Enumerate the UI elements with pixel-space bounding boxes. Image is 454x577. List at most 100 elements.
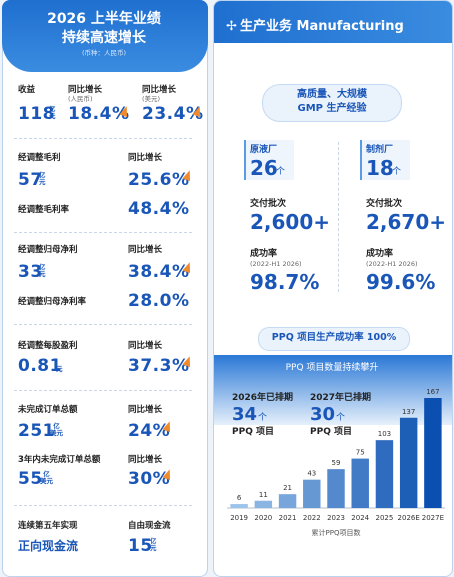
unit: 亿元 — [49, 106, 56, 120]
unit: 亿 — [39, 263, 46, 271]
label: 交付批次 — [366, 199, 403, 209]
x-tick-label: 2027E — [422, 514, 444, 522]
x-tick-label: 2019 — [230, 514, 248, 522]
unit: 亿 — [43, 470, 50, 478]
value: 25.6% — [128, 170, 190, 190]
banner: GMP 生产经验 — [297, 103, 367, 114]
unit: 亿 — [39, 171, 46, 179]
banner-pill — [262, 84, 402, 122]
separator — [14, 390, 192, 391]
callout-label: 2027年已排期 — [310, 393, 372, 403]
label: 未完成订单总额 — [18, 405, 78, 415]
value-label: 6 — [237, 494, 242, 502]
note: (2022-H1 2026) — [366, 260, 418, 268]
callout-unit: 个 — [258, 413, 268, 423]
value: 正向现金流 — [18, 539, 79, 553]
value: 23.4% — [142, 104, 204, 124]
value: 2,600+ — [250, 210, 331, 234]
value: 24% — [128, 421, 171, 441]
ppq-subtitle: PPQ 项目数量持续攀升 — [285, 363, 379, 373]
unit: 元 — [56, 366, 63, 373]
label: 同比增长 — [128, 405, 163, 415]
header: 生产业务 Manufacturing — [240, 19, 404, 34]
unit: 元 — [39, 177, 46, 186]
separator — [14, 138, 192, 139]
label: 自由现金流 — [128, 521, 171, 531]
unit: 美元 — [40, 476, 53, 485]
label: 交付批次 — [250, 199, 287, 209]
value: 30% — [128, 469, 171, 489]
x-axis-label: 累计PPQ项目数 — [312, 528, 361, 537]
value-label: 103 — [378, 430, 391, 438]
value: 18.4% — [68, 104, 130, 124]
bar — [399, 417, 418, 508]
value: 98.7% — [250, 270, 320, 294]
bar — [230, 504, 248, 508]
unit: 亿美元 — [50, 423, 63, 437]
title: 2026 上半年业绩 — [47, 11, 161, 27]
value: 15 — [128, 536, 153, 556]
separator — [14, 232, 192, 233]
value: 251 — [18, 421, 55, 441]
label: 成功率 — [366, 249, 394, 259]
callout-text: PPQ 项目 — [232, 427, 274, 437]
bar — [375, 440, 394, 508]
unit: 元 — [56, 365, 63, 373]
count-unit: 个 — [392, 167, 402, 177]
ppq-banner: PPQ 项目生产成功率 100% — [271, 332, 397, 343]
value: 48.4% — [128, 199, 190, 219]
value: 55 — [18, 469, 43, 489]
right-header — [214, 1, 452, 43]
bar — [254, 500, 273, 508]
unit: 亿 — [53, 422, 60, 430]
separator — [14, 505, 192, 506]
ppq-pill — [258, 327, 410, 351]
label: 同比增长 — [128, 153, 163, 163]
value-label: 137 — [402, 408, 415, 416]
plant: 原液厂 — [250, 145, 278, 155]
x-tick-label: 2023 — [327, 514, 345, 522]
x-tick-label: 2020 — [254, 514, 272, 522]
x-tick-label: 2024 — [351, 514, 369, 522]
label: 经调整每股盈利 — [18, 341, 78, 351]
callout-unit: 个 — [336, 413, 346, 423]
value: 37.3% — [128, 356, 190, 376]
label: 3年内未完成订单总额 — [18, 455, 101, 465]
value: 0.81 — [18, 356, 62, 376]
plant-box — [244, 140, 294, 180]
label: 同比增长 — [128, 245, 163, 255]
label: 同比增长 — [128, 341, 163, 351]
bar — [303, 479, 321, 508]
unit: 亿 — [49, 105, 56, 113]
note: (美元) — [142, 95, 161, 103]
value: 57 — [18, 170, 43, 190]
x-tick-label: 2025 — [376, 514, 394, 522]
unit: 美元 — [50, 428, 63, 437]
plant: 制剂厂 — [366, 145, 394, 155]
label: 连续第五年实现 — [18, 521, 78, 531]
unit: 亿 — [150, 537, 157, 545]
x-tick-label: 2021 — [279, 514, 297, 522]
banner: 高质量、大规模 — [297, 89, 367, 100]
icon: ✢ — [226, 19, 237, 34]
separator — [14, 324, 192, 325]
value-label: 167 — [426, 388, 439, 396]
left-panel — [2, 0, 208, 577]
bar — [351, 458, 369, 508]
unit: 元 — [39, 269, 46, 278]
count-unit: 个 — [276, 167, 286, 177]
note: (2022-H1 2026) — [250, 260, 302, 268]
label: 经调整归母净利率 — [18, 297, 87, 307]
unit: 亿元 — [39, 264, 46, 278]
label: 同比增长 — [68, 85, 103, 95]
currency: (币种：人民币) — [81, 49, 127, 57]
x-tick-label: 2026E — [398, 514, 420, 522]
x-tick-label: 2022 — [303, 514, 321, 522]
label: 成功率 — [250, 249, 278, 259]
value-label: 59 — [332, 459, 341, 467]
callout-value: 34 — [232, 404, 258, 425]
value: 99.6% — [366, 270, 436, 294]
count: 18 — [366, 156, 394, 180]
value-label: 43 — [307, 470, 316, 478]
